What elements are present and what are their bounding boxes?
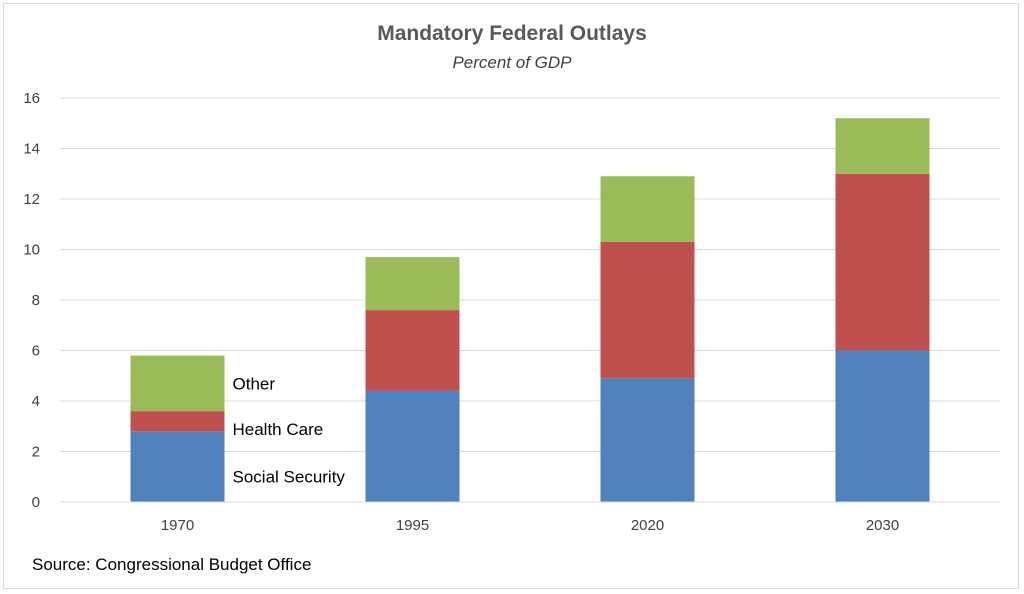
- bar-2020-other: [600, 176, 695, 242]
- bars: [130, 118, 930, 502]
- series-label-other: Other: [233, 374, 276, 393]
- y-axis: 0 2 4 6 8 10 12 14 16: [23, 90, 40, 511]
- series-label-social-security: Social Security: [233, 468, 346, 487]
- y-tick-label-4: 4: [32, 393, 40, 410]
- x-tick-label-1970: 1970: [161, 517, 194, 534]
- y-tick-label-6: 6: [32, 343, 40, 360]
- series-labels: Social Security Health Care Other: [233, 374, 346, 486]
- bar-1995-other: [365, 257, 460, 311]
- x-axis: 1970 1995 2020 2030: [60, 501, 1000, 534]
- y-tick-label-0: 0: [32, 494, 40, 511]
- y-tick-label-12: 12: [23, 191, 40, 208]
- bar-2030-health-care: [835, 173, 930, 351]
- chart-title: Mandatory Federal Outlays: [377, 22, 647, 45]
- bar-1970-other: [130, 355, 225, 412]
- bar-2030-social-security: [835, 350, 930, 502]
- source-note: Source: Congressional Budget Office: [32, 555, 311, 574]
- bar-1995-social-security: [365, 390, 460, 502]
- y-tick-label-10: 10: [23, 242, 40, 259]
- x-tick-label-2030: 2030: [866, 517, 899, 534]
- series-label-health-care: Health Care: [233, 420, 324, 439]
- y-tick-label-16: 16: [23, 90, 40, 107]
- x-tick-label-2020: 2020: [631, 517, 664, 534]
- bar-2030-other: [835, 118, 930, 174]
- bar-2020-health-care: [600, 241, 695, 379]
- bar-1995-health-care: [365, 310, 460, 391]
- y-tick-label-14: 14: [23, 141, 40, 158]
- bar-1970-social-security: [130, 431, 225, 502]
- chart-subtitle: Percent of GDP: [452, 53, 572, 72]
- x-tick-label-1995: 1995: [396, 517, 429, 534]
- y-tick-label-8: 8: [32, 292, 40, 309]
- bar-1970-health-care: [130, 411, 225, 432]
- y-tick-label-2: 2: [32, 444, 40, 461]
- bar-2020-social-security: [600, 378, 695, 502]
